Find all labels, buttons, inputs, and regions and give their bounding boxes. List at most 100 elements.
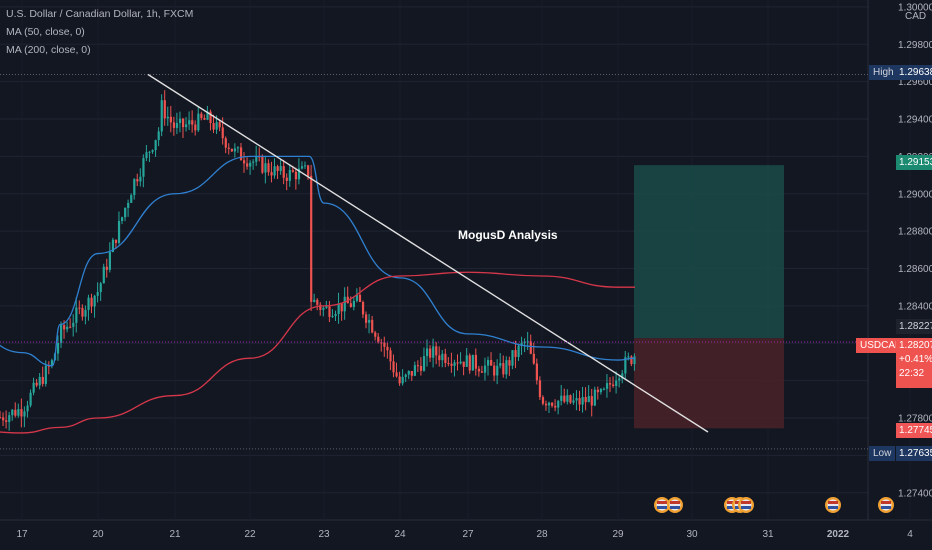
candle-body — [502, 363, 505, 375]
candle-body — [374, 332, 377, 337]
candle-body — [596, 389, 599, 393]
candle-body — [221, 127, 224, 139]
candlestick-series — [0, 90, 636, 431]
candle-body — [23, 411, 26, 417]
time-axis: 17 20 21 22 23 24 27 28 29 30 31 2022 4 — [16, 529, 913, 540]
candle-body — [496, 365, 499, 376]
candle-body — [624, 357, 627, 374]
event-flag-icon[interactable] — [667, 497, 683, 513]
candle-body — [215, 122, 218, 130]
time-tick-label: 24 — [394, 529, 406, 540]
candle-body — [551, 402, 554, 406]
candle-body — [105, 266, 108, 270]
ma200-legend[interactable]: MA (200, close, 0) — [6, 44, 91, 56]
event-flag-icon[interactable] — [825, 497, 841, 513]
candle-body — [285, 177, 288, 181]
candle-body — [490, 359, 493, 366]
candle-body — [401, 376, 404, 384]
candle-body — [483, 365, 487, 373]
candle-body — [230, 148, 233, 152]
candle-body — [114, 239, 118, 243]
candle-body — [371, 319, 374, 333]
symbol-title[interactable]: U.S. Dollar / Canadian Dollar, 1h, FXCM — [6, 8, 194, 20]
candle-body — [325, 306, 328, 308]
candle-body — [78, 307, 81, 309]
candle-body — [130, 195, 133, 203]
candle-body — [279, 166, 282, 172]
candle-body — [334, 314, 337, 317]
candle-body — [584, 397, 587, 403]
candle-body — [178, 118, 182, 123]
last-price: 1.28207 — [899, 340, 932, 351]
candle-body — [169, 116, 172, 123]
candle-body — [383, 342, 386, 347]
candle-body — [471, 354, 474, 371]
candle-body — [413, 365, 416, 376]
candle-body — [560, 395, 563, 401]
last-price-badge: 1.28207 +0.41% 22:32 — [896, 338, 932, 388]
candle-body — [450, 363, 453, 366]
candle-body — [166, 116, 169, 119]
event-flag-icon[interactable] — [738, 497, 754, 513]
candle-body — [233, 148, 237, 152]
candle-body — [264, 163, 267, 173]
event-flag-icon[interactable] — [878, 497, 894, 513]
candle-body — [358, 294, 362, 302]
candle-body — [102, 266, 105, 284]
candle-body — [160, 100, 163, 132]
candle-body — [529, 341, 532, 354]
event-flag-stripe — [657, 501, 667, 504]
candle-body — [407, 371, 410, 375]
currency-label: CAD — [905, 11, 927, 22]
high-value: 1.29638 — [896, 65, 932, 80]
candle-body — [11, 409, 14, 416]
candle-body — [87, 297, 90, 310]
candle-body — [75, 307, 78, 323]
candle-body — [267, 163, 270, 173]
candle-body — [304, 165, 307, 167]
candle-body — [17, 409, 20, 416]
candle-body — [438, 355, 441, 361]
candle-body — [477, 368, 481, 372]
candle-body — [203, 118, 206, 120]
candle-body — [578, 398, 581, 405]
candle-body — [191, 120, 194, 125]
candle-body — [386, 346, 389, 351]
candle-body — [422, 356, 426, 371]
trendline[interactable] — [147, 73, 709, 433]
time-tick-label: 4 — [907, 529, 913, 540]
candle-body — [148, 151, 151, 153]
candle-body — [111, 239, 115, 252]
candle-body — [29, 392, 32, 406]
time-tick-label: 30 — [686, 529, 698, 540]
price-tick-label: 1.29600 — [898, 77, 932, 88]
low-tag: Low — [869, 446, 896, 461]
ma200-line[interactable] — [0, 271, 636, 434]
candle-body — [456, 362, 459, 364]
event-flag-icon[interactable] — [654, 497, 670, 513]
candle-body — [246, 163, 249, 167]
candle-body — [435, 346, 438, 356]
candle-body — [44, 365, 47, 384]
candle-body — [343, 296, 346, 312]
candle-body — [535, 363, 538, 381]
candle-body — [26, 405, 29, 412]
candle-body — [322, 307, 325, 310]
ma50-legend[interactable]: MA (50, close, 0) — [6, 26, 85, 38]
candle-body — [590, 396, 593, 406]
ma50-line[interactable] — [0, 155, 636, 367]
candle-body — [145, 152, 148, 159]
candle-body — [615, 380, 618, 386]
event-flag-stripe — [881, 501, 891, 504]
chart-annotation: MogusD Analysis — [458, 228, 558, 242]
candle-body — [194, 124, 197, 131]
candle-body — [544, 403, 548, 406]
candle-body — [380, 342, 383, 344]
bar-countdown: 22:32 — [899, 368, 925, 379]
event-flag-stripe — [741, 501, 751, 504]
candle-body — [480, 371, 484, 373]
candle-body — [581, 397, 584, 405]
candle-body — [2, 417, 5, 421]
candle-body — [395, 372, 398, 377]
